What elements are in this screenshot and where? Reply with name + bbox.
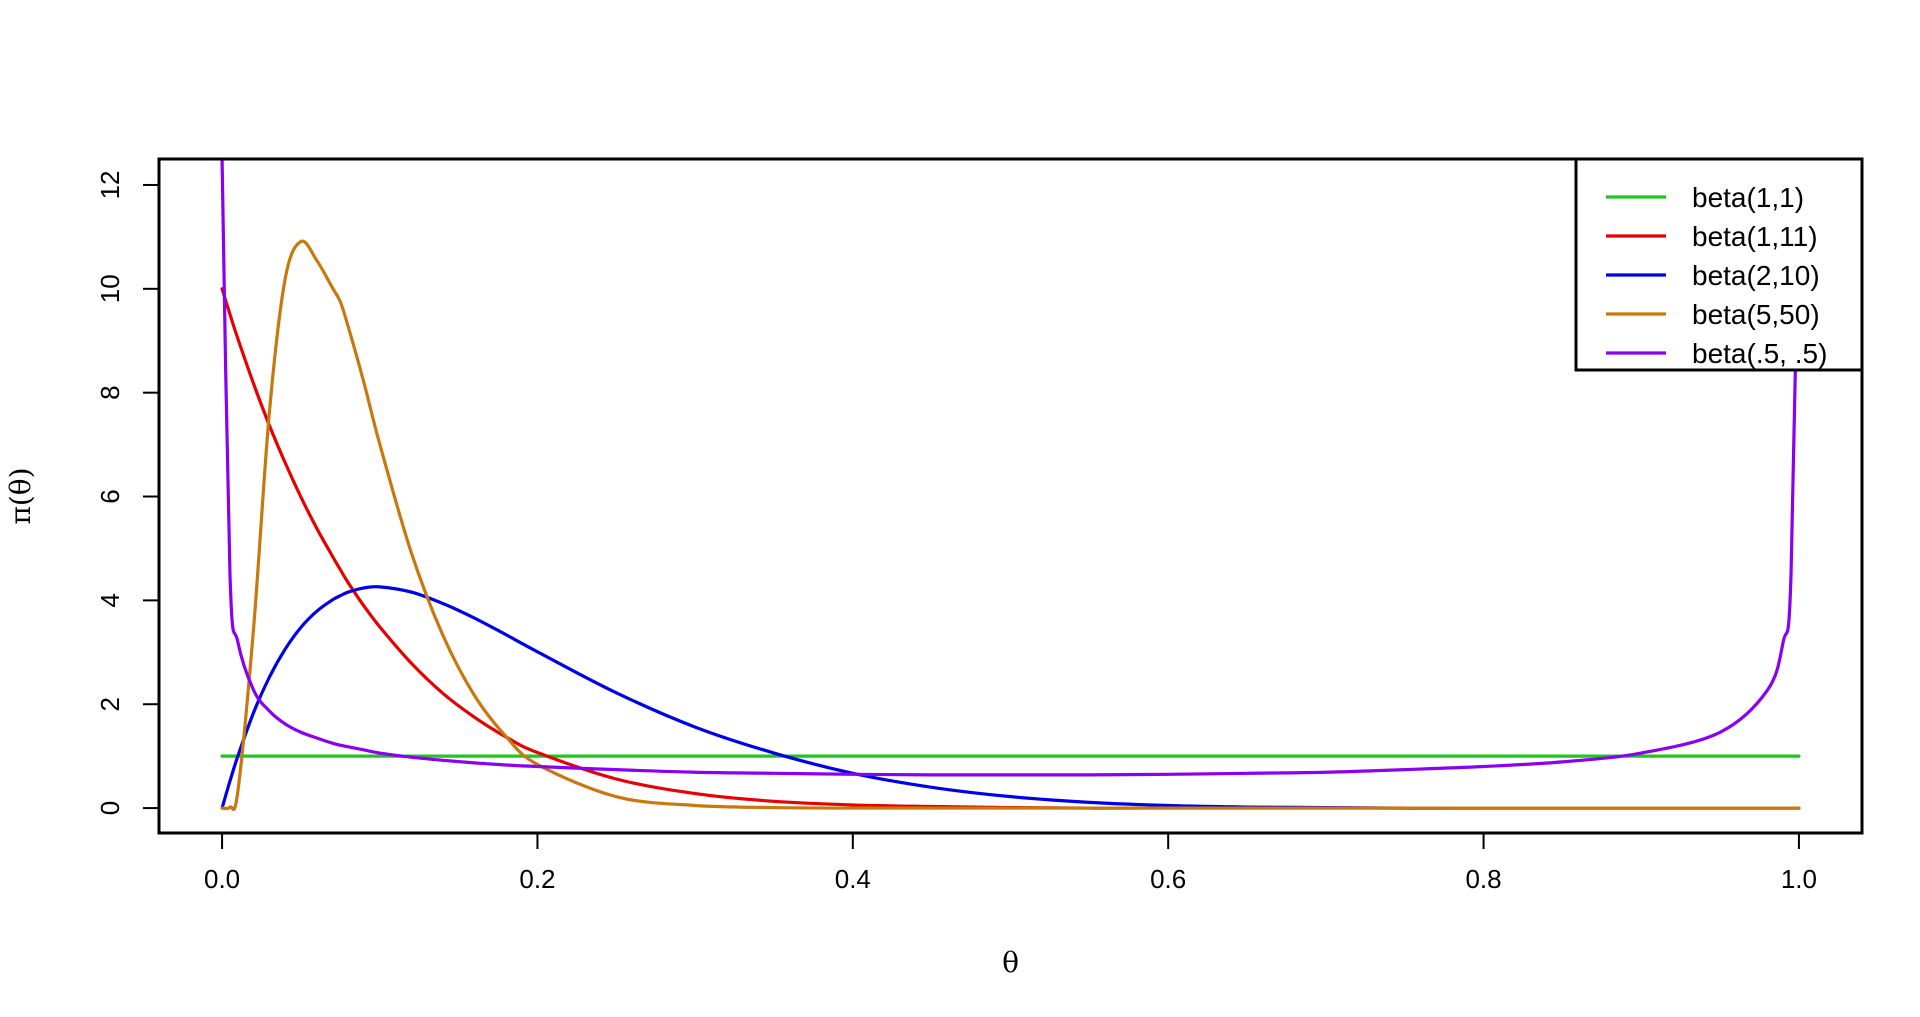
y-tick-label: 10	[95, 274, 125, 303]
x-tick-label: 0.6	[1150, 864, 1186, 894]
legend-label: beta(2,10)	[1692, 260, 1820, 291]
x-tick-label: 0.8	[1465, 864, 1501, 894]
x-tick-label: 1.0	[1781, 864, 1817, 894]
y-tick-label: 12	[95, 171, 125, 200]
legend: beta(1,1) beta(1,11) beta(2,10) beta(5,50) b…	[1574, 157, 1864, 372]
y-axis-title: π(θ)	[4, 467, 37, 524]
x-tick-label: 0.4	[835, 864, 871, 894]
series-line-4	[220, 159, 1801, 777]
y-axis: 0 2 4 6 8 10 12	[95, 171, 160, 815]
legend-label: beta(.5, .5)	[1692, 338, 1827, 369]
legend-label: beta(1,11)	[1692, 221, 1818, 252]
y-tick-label: 8	[95, 385, 125, 399]
y-tick-label: 6	[95, 489, 125, 503]
legend-box	[1574, 157, 1864, 372]
series-layer	[220, 159, 1801, 812]
x-axis: 0.0 0.2 0.4 0.6 0.8 1.0	[204, 832, 1817, 894]
x-tick-label: 0.0	[204, 864, 240, 894]
legend-label: beta(1,1)	[1692, 182, 1804, 213]
y-tick-label: 0	[95, 801, 125, 815]
series-line-1	[220, 287, 1801, 810]
legend-label: beta(5,50)	[1692, 299, 1820, 330]
x-tick-label: 0.2	[519, 864, 555, 894]
series-line-3	[220, 239, 1801, 812]
x-axis-title: θ	[1002, 946, 1019, 979]
y-tick-label: 2	[95, 697, 125, 711]
y-tick-label: 4	[95, 593, 125, 607]
